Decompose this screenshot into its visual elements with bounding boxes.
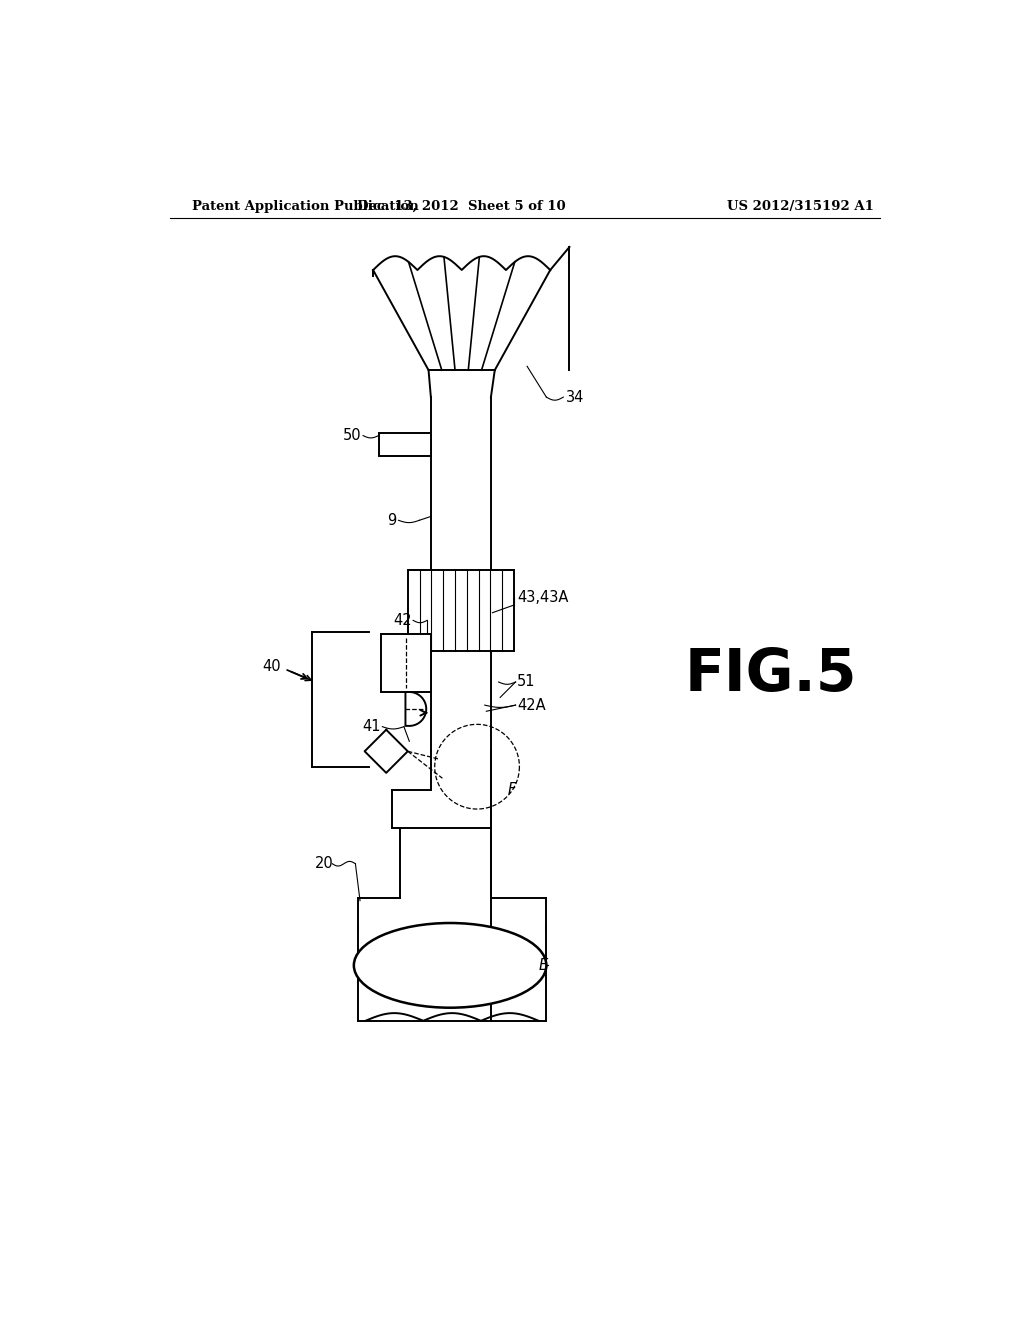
Text: 9: 9 bbox=[387, 512, 396, 528]
Bar bbox=[381, 635, 431, 692]
Text: F: F bbox=[508, 783, 516, 797]
Bar bbox=[379, 433, 431, 457]
Text: 34: 34 bbox=[565, 389, 584, 405]
Polygon shape bbox=[365, 730, 408, 774]
Text: 40: 40 bbox=[262, 659, 281, 675]
Text: Dec. 13, 2012  Sheet 5 of 10: Dec. 13, 2012 Sheet 5 of 10 bbox=[357, 199, 566, 213]
Text: 51: 51 bbox=[517, 675, 536, 689]
Text: 41: 41 bbox=[362, 719, 381, 734]
Text: 43,43A: 43,43A bbox=[517, 590, 568, 605]
Text: Patent Application Publication: Patent Application Publication bbox=[193, 199, 419, 213]
Text: US 2012/315192 A1: US 2012/315192 A1 bbox=[727, 199, 873, 213]
Text: 42A: 42A bbox=[517, 697, 546, 713]
Text: FIG.5: FIG.5 bbox=[685, 645, 857, 702]
Ellipse shape bbox=[354, 923, 547, 1007]
Text: 42: 42 bbox=[393, 612, 412, 628]
Text: 20: 20 bbox=[315, 857, 334, 871]
Text: 50: 50 bbox=[343, 428, 361, 444]
Text: E: E bbox=[539, 958, 548, 973]
